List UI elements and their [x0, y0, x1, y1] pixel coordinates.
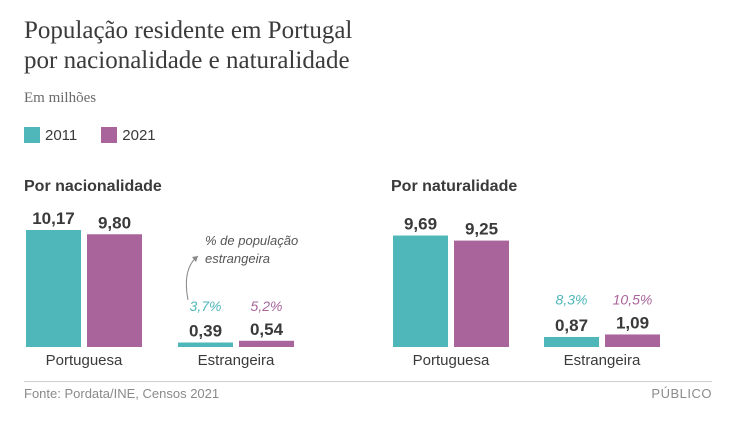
value-label-estrangeira-2021: 0,54	[250, 320, 284, 339]
bar-estrangeira-2021	[605, 334, 660, 347]
category-label-estrangeira: Estrangeira	[198, 352, 275, 369]
bar-estrangeira-2011	[544, 336, 599, 347]
value-label-portuguesa-2021: 9,25	[465, 220, 498, 239]
value-label-estrangeira-2011: 0,87	[555, 316, 588, 335]
publisher-brand: PÚBLICO	[651, 386, 712, 401]
annotation-arrow-curve	[185, 255, 199, 301]
units-subtitle: Em milhões	[24, 90, 97, 106]
category-label-portuguesa: Portuguesa	[46, 352, 123, 369]
legend-swatch-2021	[101, 127, 118, 143]
pct-label-estrangeira-2021: 5,2%	[251, 298, 283, 314]
value-label-portuguesa-2011: 10,17	[32, 209, 75, 228]
title-line-2: por nacionalidade e naturalidade	[24, 47, 350, 74]
panel-title-1: Por nacionalidade	[24, 178, 162, 195]
legend-item-2011: 2011	[24, 127, 77, 144]
value-label-portuguesa-2011: 9,69	[404, 215, 437, 234]
annotation-arrow-head	[192, 256, 198, 262]
annotation-line-2: estrangeira	[205, 251, 270, 266]
bar-estrangeira-2021	[239, 340, 294, 347]
category-label-estrangeira: Estrangeira	[564, 352, 641, 369]
legend: 2011 2021	[24, 126, 180, 144]
value-label-portuguesa-2021: 9,80	[98, 213, 131, 232]
bar-portuguesa-2011	[393, 235, 448, 347]
legend-swatch-2011	[24, 127, 40, 143]
value-label-estrangeira-2011: 0,39	[189, 322, 222, 341]
bar-portuguesa-2011	[26, 230, 81, 347]
bar-portuguesa-2021	[454, 240, 509, 347]
pct-label-estrangeira-2021: 10,5%	[613, 291, 653, 307]
pct-label-estrangeira-2011: 3,7%	[190, 298, 222, 314]
legend-label-2021: 2021	[122, 126, 156, 144]
legend-item-2021: 2021	[101, 126, 156, 144]
category-label-portuguesa: Portuguesa	[413, 352, 490, 369]
footer-divider	[24, 381, 712, 382]
annotation-line-1: % de população	[205, 233, 298, 248]
value-label-estrangeira-2021: 1,09	[616, 313, 649, 332]
legend-label-2011: 2011	[45, 126, 78, 144]
bar-estrangeira-2011	[178, 342, 233, 347]
pct-label-estrangeira-2011: 8,3%	[556, 291, 588, 307]
source-note: Fonte: Pordata/INE, Censos 2021	[24, 386, 220, 401]
bar-portuguesa-2021	[87, 234, 142, 347]
chart-title: População residente em Portugal por naci…	[24, 16, 352, 76]
title-line-1: População residente em Portugal	[24, 17, 353, 44]
panel-title-2: Por naturalidade	[391, 178, 517, 195]
